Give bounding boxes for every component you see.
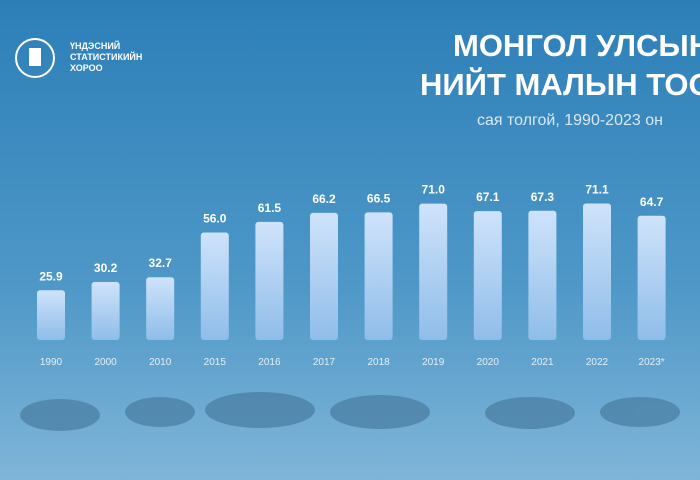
value-label: 32.7	[149, 256, 173, 270]
logo-text: ХОРОО	[70, 63, 103, 73]
x-tick-label: 2023*	[639, 357, 665, 368]
logo-text: ҮНДЭСНИЙ	[70, 40, 120, 51]
x-tick-label: 2018	[367, 357, 390, 368]
x-tick-label: 2021	[531, 357, 554, 368]
bar	[37, 290, 65, 340]
x-tick-label: 2020	[477, 357, 500, 368]
bar	[637, 215, 666, 340]
bar	[91, 282, 120, 340]
value-label: 25.9	[39, 269, 63, 283]
chart-title: МОНГОЛ УЛСЫН	[453, 28, 700, 63]
chart-title: НИЙТ МАЛЫН ТОО	[420, 66, 700, 102]
x-tick-label: 2015	[204, 357, 227, 368]
logo-text: СТАТИСТИКИЙН	[70, 51, 142, 62]
bar	[200, 232, 229, 340]
value-label: 66.5	[367, 191, 391, 205]
x-tick-label: 2017	[313, 357, 336, 368]
horses-decoration	[20, 392, 680, 431]
x-tick-label: 2016	[258, 357, 281, 368]
bar	[146, 277, 175, 340]
value-label: 71.0	[422, 183, 446, 197]
value-label: 56.0	[203, 211, 227, 225]
bar	[255, 221, 284, 340]
logo-emblem	[29, 48, 41, 66]
x-tick-label: 2019	[422, 357, 445, 368]
value-label: 67.1	[476, 190, 500, 204]
bar	[583, 203, 611, 340]
bar	[528, 210, 557, 340]
bar	[310, 212, 338, 340]
x-tick-label: 2022	[586, 357, 609, 368]
x-tick-label: 2010	[149, 357, 172, 368]
value-label: 71.1	[585, 182, 609, 196]
value-label: 30.2	[94, 261, 118, 275]
value-label: 61.5	[258, 201, 282, 215]
value-label: 64.7	[640, 195, 664, 209]
bar	[364, 212, 393, 340]
value-label: 66.2	[312, 192, 336, 206]
plot: 25.9 1990 30.2 2000 32.7 2010 56.0 2015 61.5 2016…	[37, 182, 666, 368]
logo-emblem	[15, 38, 55, 78]
value-label: 67.3	[531, 190, 555, 204]
x-tick-label: 2000	[94, 357, 117, 368]
logo: ҮНДЭСНИЙ СТАТИСТИКИЙН ХОРОО	[15, 38, 142, 78]
bar	[473, 211, 502, 340]
x-tick-label: 1990	[40, 357, 63, 368]
bar	[419, 203, 448, 340]
chart-subtitle: сая толгой, 1990-2023 он	[477, 112, 663, 129]
